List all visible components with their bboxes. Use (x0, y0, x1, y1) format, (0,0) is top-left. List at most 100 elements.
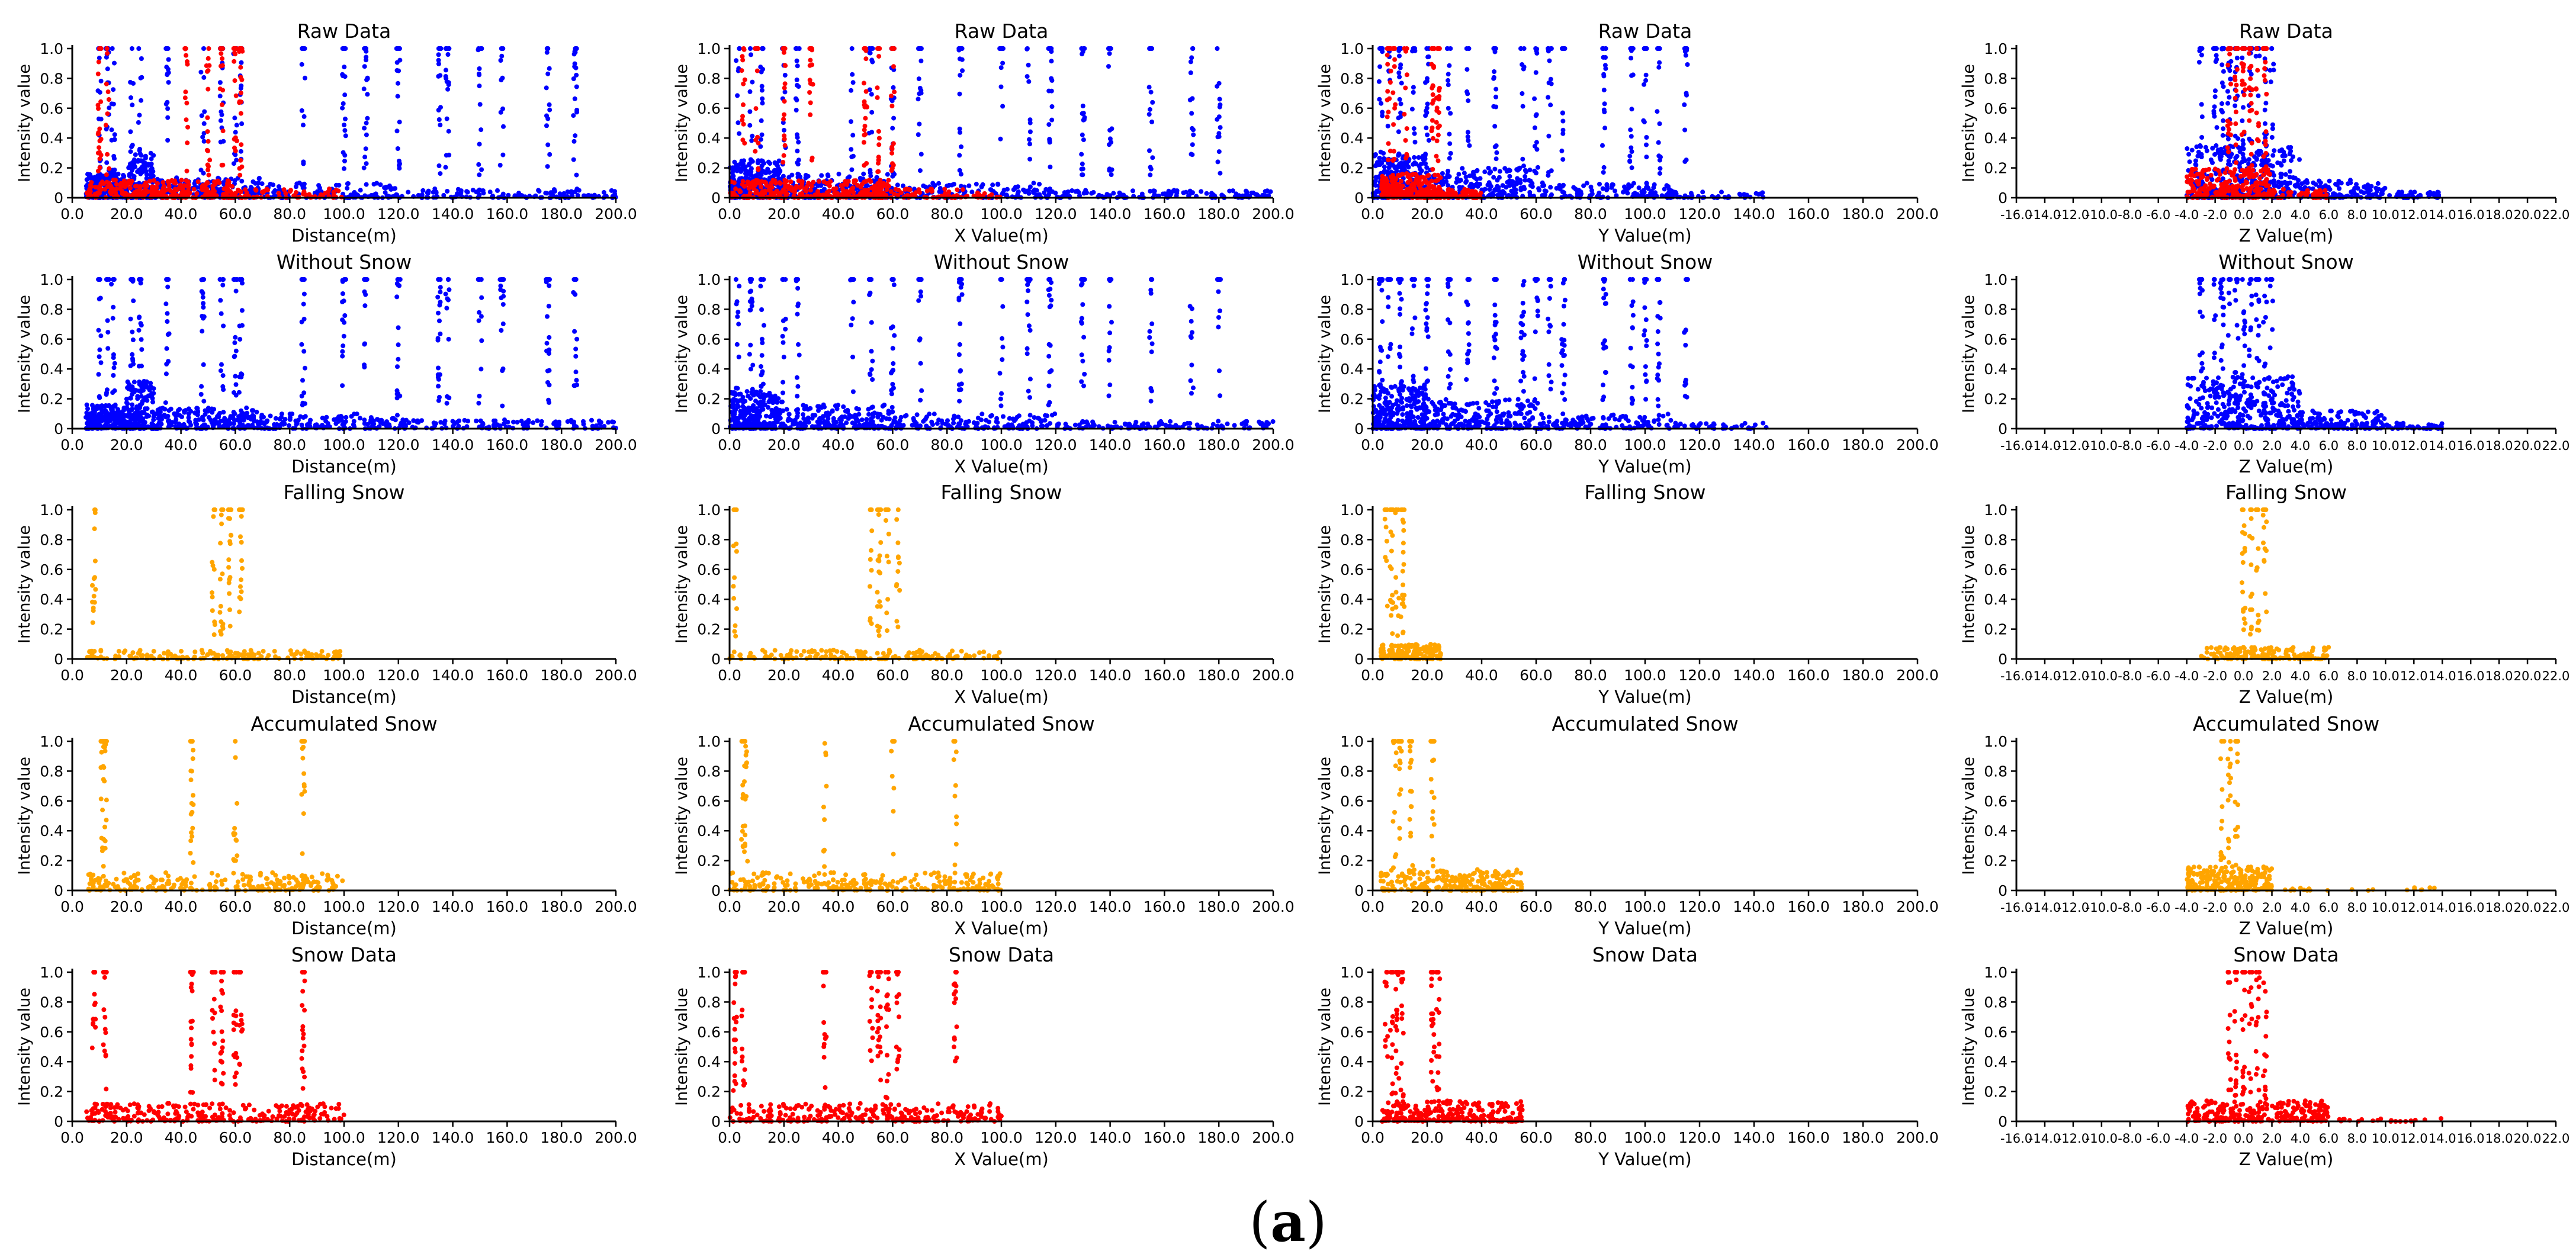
data-point (544, 114, 549, 118)
data-point (1190, 46, 1195, 51)
data-point (218, 86, 223, 91)
data-point (1107, 142, 1112, 147)
data-point (731, 173, 735, 178)
data-point (1402, 160, 1407, 165)
data-point (2228, 155, 2233, 159)
data-point (754, 189, 759, 194)
data-point (1601, 170, 1606, 175)
data-point (1410, 107, 1415, 111)
data-point (1546, 173, 1550, 178)
data-point (1024, 47, 1029, 52)
data-point (748, 191, 753, 195)
data-point (2271, 62, 2276, 66)
data-point (1492, 46, 1496, 51)
data-point (1667, 187, 1672, 192)
data-point (362, 86, 367, 91)
data-point (536, 188, 541, 192)
data-point (478, 127, 483, 132)
data-point (734, 58, 738, 63)
data-point (876, 142, 881, 147)
data-point (937, 189, 942, 194)
data-point (2335, 183, 2340, 188)
data-point (446, 52, 451, 57)
data-point (477, 172, 481, 177)
data-point (1025, 74, 1030, 79)
data-point (2373, 186, 2378, 191)
data-point (438, 123, 442, 127)
data-point (265, 187, 269, 191)
data-point (782, 86, 787, 91)
data-point (1657, 60, 1662, 65)
data-point (183, 89, 188, 94)
data-point (1602, 126, 1607, 130)
data-point (952, 182, 956, 187)
data-point (96, 72, 101, 76)
data-point (2346, 181, 2350, 186)
data-point (1430, 46, 1435, 51)
data-point (1064, 191, 1069, 195)
data-point (1430, 62, 1434, 67)
data-point (795, 63, 800, 68)
data-point (868, 51, 873, 56)
data-point (397, 46, 402, 51)
data-point (1383, 183, 1387, 188)
data-point (1446, 169, 1450, 173)
data-point (315, 189, 320, 194)
y-tick-label: 1.0 (40, 40, 63, 57)
data-point (1719, 189, 1724, 194)
data-point (740, 54, 745, 59)
data-point (788, 179, 793, 184)
data-point (1537, 188, 1541, 192)
data-point (859, 185, 863, 189)
data-point (1410, 172, 1415, 177)
data-point (1463, 180, 1468, 185)
y-tick-label: 0.6 (1340, 100, 1364, 117)
data-point (1397, 75, 1402, 79)
data-point (438, 73, 442, 78)
data-point (1190, 96, 1195, 101)
data-point (1459, 178, 1463, 182)
data-point (396, 81, 400, 86)
data-point (110, 127, 114, 132)
data-point (234, 94, 239, 98)
data-point (1534, 70, 1538, 75)
data-point (1627, 159, 1632, 164)
data-point (97, 60, 101, 65)
data-point (889, 151, 894, 156)
x-tick-label: 140.0 (432, 205, 474, 223)
data-point (892, 89, 897, 94)
data-point (770, 178, 775, 182)
data-point (1631, 181, 1636, 186)
data-point (741, 102, 746, 107)
data-point (105, 51, 110, 56)
data-point (166, 80, 171, 85)
data-point (740, 182, 745, 187)
data-point (445, 117, 449, 121)
data-point (867, 178, 872, 182)
data-point (1643, 78, 1648, 83)
data-point (1150, 100, 1155, 105)
data-point (2199, 152, 2204, 157)
data-point (112, 156, 117, 161)
data-point (1148, 107, 1152, 112)
data-point (1403, 86, 1408, 91)
data-point (341, 150, 346, 155)
data-point (2240, 56, 2244, 60)
data-point (850, 133, 855, 137)
data-point (2213, 88, 2218, 93)
y-tick-label: 0.2 (697, 160, 721, 177)
data-point (1013, 185, 1018, 189)
data-point (1027, 137, 1032, 142)
data-point (2241, 146, 2246, 151)
data-point (783, 143, 788, 148)
data-point (547, 152, 552, 157)
data-point (1031, 190, 1036, 195)
data-point (850, 46, 855, 51)
data-point (98, 156, 102, 161)
x-tick-label: 200.0 (1252, 205, 1295, 223)
data-point (1408, 178, 1413, 182)
data-point (1149, 90, 1154, 95)
data-point (143, 161, 148, 166)
